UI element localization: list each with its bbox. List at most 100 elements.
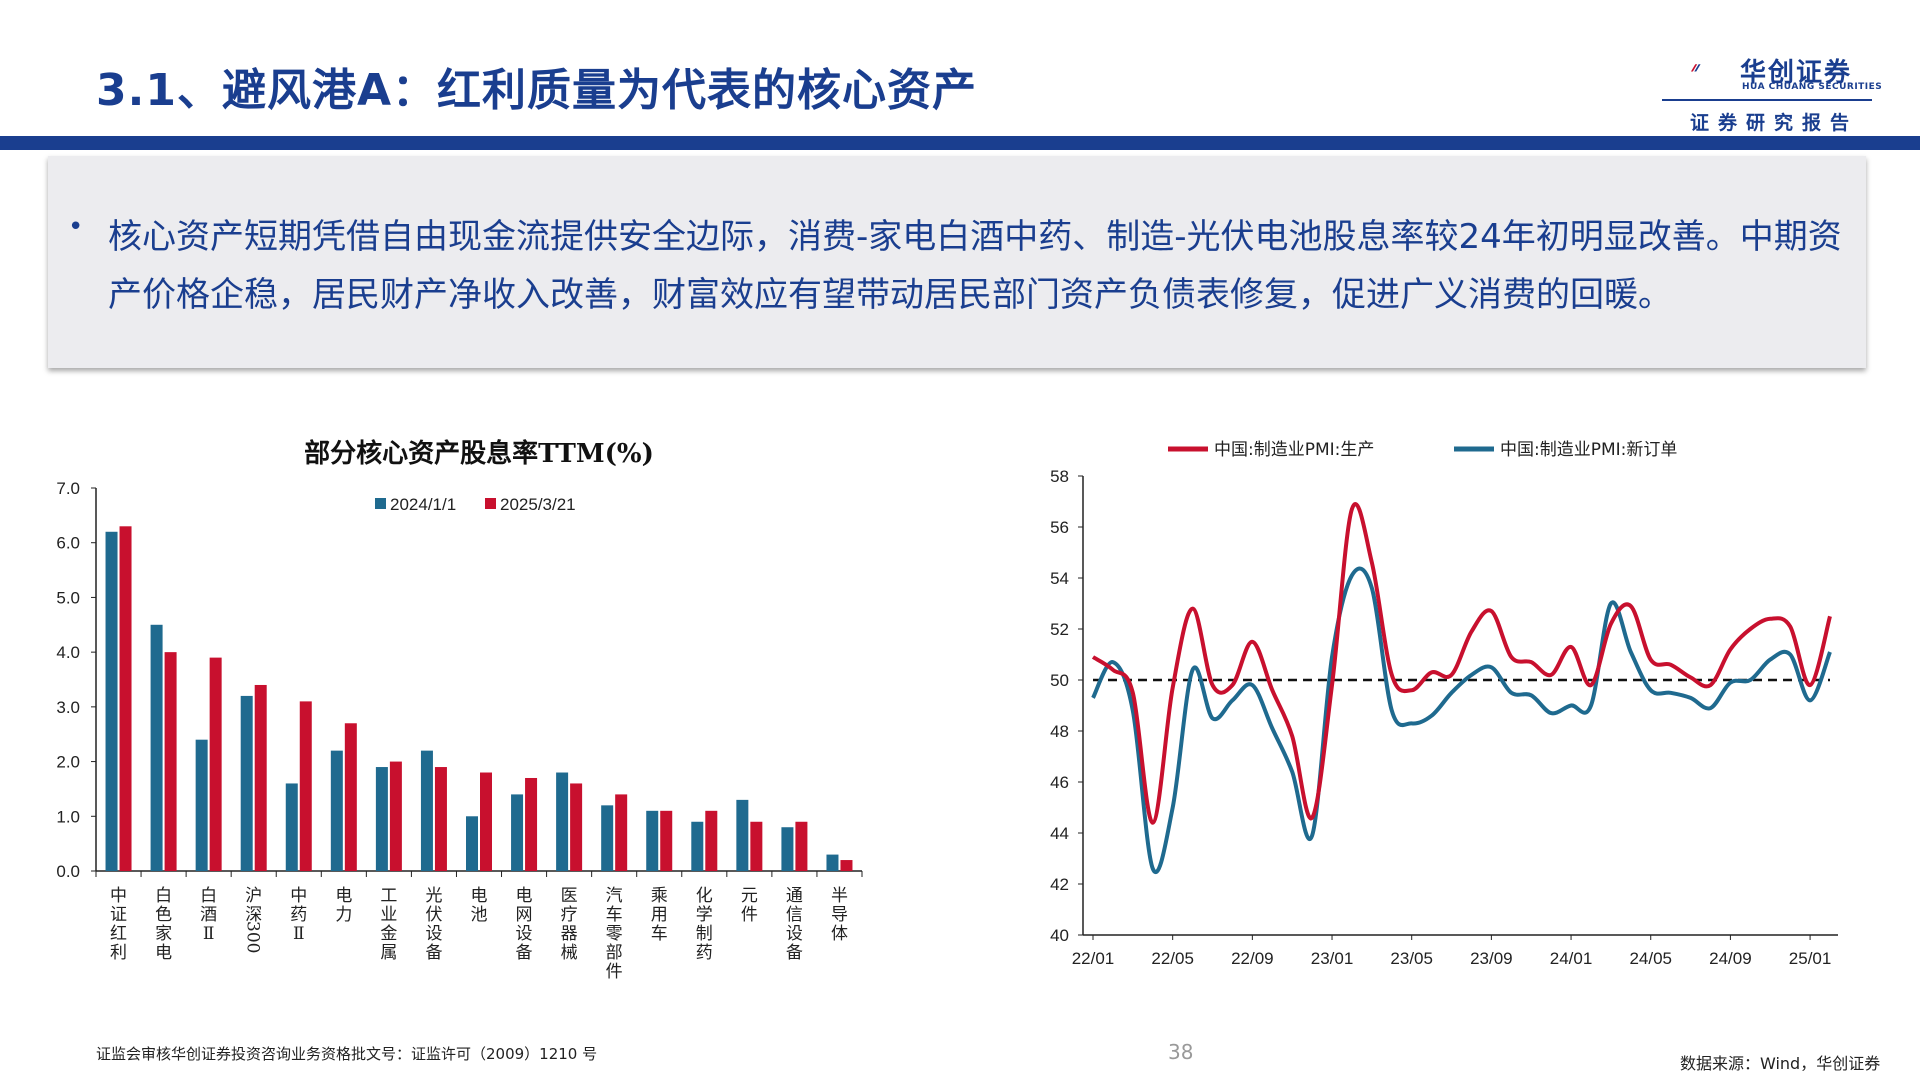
bar-category-label-part: 池 <box>471 905 488 925</box>
bar-series-2024 <box>556 772 569 871</box>
bar-series-2025 <box>795 821 808 871</box>
bar-category-label-part: 疗 <box>561 905 578 925</box>
bar-series-2024 <box>736 799 749 871</box>
logo-subtitle: HUA CHUANG SECURITIES <box>1742 82 1883 92</box>
bar-series-2024 <box>511 794 524 871</box>
bar-legend-label-2025: 2025/3/21 <box>500 495 576 514</box>
bar-category-label-part: 备 <box>516 943 533 963</box>
bar-y-tick-label: 1.0 <box>56 807 80 826</box>
bar-category-label-part: 金 <box>380 924 397 944</box>
bar-y-tick-label: 0.0 <box>56 862 80 881</box>
line-y-tick-label: 44 <box>1050 824 1069 843</box>
bar-series-2024 <box>646 810 659 871</box>
line-y-tick-label: 56 <box>1050 518 1069 537</box>
bar-series-2024 <box>826 854 839 871</box>
license-note: 证监会审核华创证券投资咨询业务资格批文号：证监许可（2009）1210 号 <box>96 1045 598 1063</box>
bar-series-2025 <box>615 794 628 871</box>
bar-series-2024 <box>781 827 794 871</box>
bar-series-2025 <box>164 652 177 871</box>
bar-y-tick-label: 3.0 <box>56 698 80 717</box>
logo-icon <box>1690 64 1701 72</box>
bar-series-2025 <box>254 684 267 871</box>
bar-y-tick-label: 4.0 <box>56 643 80 662</box>
bar-series-2025 <box>750 821 763 871</box>
line-legend-label-new-orders: 中国:制造业PMI:新订单 <box>1500 440 1677 460</box>
bar-category-label-part: 设 <box>516 924 533 944</box>
bar-category-label-part: 导 <box>831 905 848 925</box>
bar-category-label-part: 车 <box>606 905 623 925</box>
line-y-tick-label: 48 <box>1050 722 1069 741</box>
bar-category-label-part: 电 <box>335 886 352 906</box>
line-y-tick-label: 40 <box>1050 926 1069 945</box>
line-y-tick-label: 42 <box>1050 875 1069 894</box>
bar-category-label-part: 光 <box>425 886 442 906</box>
bar-category-label-part: 件 <box>606 962 623 982</box>
bar-legend-label-2024: 2024/1/1 <box>390 495 456 514</box>
bar-category-label-part: 白 <box>155 886 172 906</box>
bar-category-label-part: 利 <box>110 943 127 963</box>
summary-box <box>48 156 1866 368</box>
page-number: 38 <box>1168 1040 1194 1064</box>
bar-category-label-part: 器 <box>561 924 578 944</box>
bar-category-label-part: 半 <box>831 886 848 906</box>
bar-category-label-part: 伏 <box>425 905 442 925</box>
bar-category-label-part: 中 <box>290 886 307 906</box>
bar-category-label-part: 部 <box>606 943 623 963</box>
line-y-tick-label: 54 <box>1050 569 1069 588</box>
bar-series-2024 <box>601 805 614 871</box>
logo-name: 华创证券 <box>1740 58 1853 88</box>
bar-category-label-part: 300 <box>243 921 263 953</box>
bullet-icon: • <box>68 212 84 242</box>
bar-category-label-part: 件 <box>741 905 758 925</box>
bar-category-label-part: 乘 <box>651 886 668 906</box>
bar-category-label-part: 属 <box>380 943 397 963</box>
bar-series-2025 <box>840 860 853 871</box>
bar-category-label-part: 备 <box>786 943 803 963</box>
bar-category-label-part: 电 <box>155 943 172 963</box>
bar-category-label-part: Ⅱ <box>203 924 215 944</box>
bar-category-label-part: 药 <box>696 943 713 963</box>
bar-series-2025 <box>660 810 673 871</box>
bar-series-2024 <box>420 750 433 871</box>
bar-category-label-part: 白 <box>200 886 217 906</box>
line-x-tick-label: 25/01 <box>1789 949 1832 968</box>
line-x-tick-label: 22/01 <box>1072 949 1115 968</box>
bar-category-label-part: 业 <box>380 905 397 925</box>
bar-series-2024 <box>466 816 478 871</box>
bar-series-2025 <box>434 767 447 871</box>
line-series-new-orders <box>1091 566 1832 874</box>
line-y-tick-label: 52 <box>1050 620 1069 639</box>
page-title: 3.1、避风港A：红利质量为代表的核心资产 <box>96 65 977 116</box>
bar-series-2025 <box>570 783 583 871</box>
line-y-tick-label: 46 <box>1050 773 1069 792</box>
line-x-tick-label: 22/05 <box>1151 949 1194 968</box>
bar-category-label-part: 网 <box>516 905 533 925</box>
bar-category-label-part: 信 <box>786 905 803 925</box>
line-x-tick-label: 23/01 <box>1311 949 1354 968</box>
bar-series-2024 <box>285 783 298 871</box>
bar-series-2024 <box>195 739 208 871</box>
bar-category-label-part: 用 <box>651 905 668 925</box>
bar-y-tick-label: 6.0 <box>56 534 80 553</box>
bar-category-label-part: 力 <box>335 905 352 925</box>
bar-category-label-part: 沪 <box>245 886 262 906</box>
bar-category-label-part: 家 <box>155 924 172 944</box>
bar-category-label-part: 设 <box>425 924 442 944</box>
bar-category-label-part: 电 <box>471 886 488 906</box>
bar-chart-title: 部分核心资产股息率TTM(%) <box>304 438 654 469</box>
bar-category-label-part: 证 <box>110 905 127 925</box>
bar-series-2025 <box>389 761 402 871</box>
line-x-tick-label: 23/05 <box>1390 949 1433 968</box>
bar-category-label-part: 体 <box>831 924 848 944</box>
line-y-tick-label: 58 <box>1050 467 1069 486</box>
bar-series-2024 <box>330 750 343 871</box>
bar-category-label-part: 化 <box>696 886 713 906</box>
line-series-production <box>1091 502 1832 825</box>
bar-category-label-part: 酒 <box>200 905 217 925</box>
bar-category-label-part: 深 <box>245 905 262 925</box>
bar-category-label-part: 中 <box>110 886 127 906</box>
bar-category-label-part: 电 <box>516 886 533 906</box>
bar-category-label-part: 药 <box>290 905 307 925</box>
bar-series-2025 <box>299 701 312 871</box>
